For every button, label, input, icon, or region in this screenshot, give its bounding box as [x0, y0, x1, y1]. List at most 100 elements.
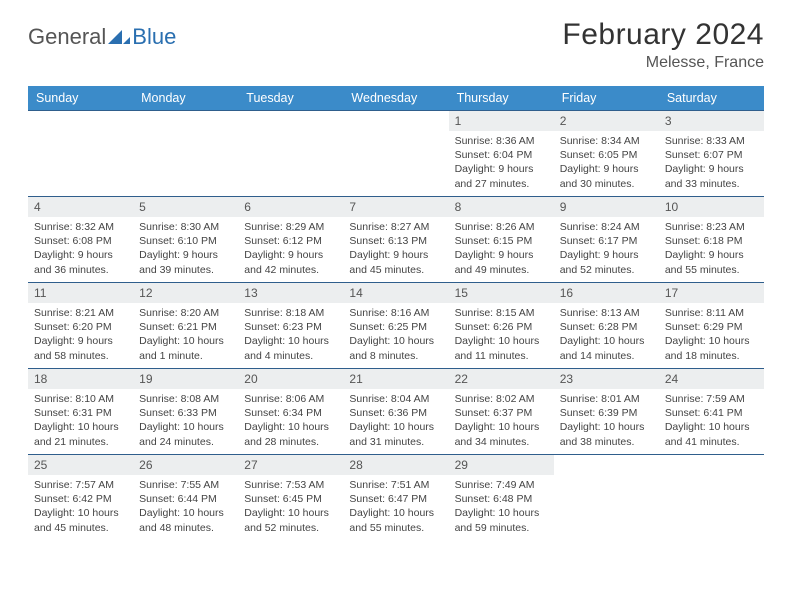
month-title: February 2024 [562, 18, 764, 52]
calendar-day-cell: 4Sunrise: 8:32 AMSunset: 6:08 PMDaylight… [28, 197, 133, 283]
day-details: Sunrise: 7:55 AMSunset: 6:44 PMDaylight:… [133, 475, 238, 539]
calendar-day-cell: 23Sunrise: 8:01 AMSunset: 6:39 PMDayligh… [554, 369, 659, 455]
day-details: Sunrise: 7:53 AMSunset: 6:45 PMDaylight:… [238, 475, 343, 539]
day-details: Sunrise: 8:24 AMSunset: 6:17 PMDaylight:… [554, 217, 659, 281]
day-details: Sunrise: 7:51 AMSunset: 6:47 PMDaylight:… [343, 475, 448, 539]
brand-logo: General Blue [28, 18, 176, 50]
calendar-day-cell: 20Sunrise: 8:06 AMSunset: 6:34 PMDayligh… [238, 369, 343, 455]
day-details: Sunrise: 8:21 AMSunset: 6:20 PMDaylight:… [28, 303, 133, 367]
weekday-header-row: Sunday Monday Tuesday Wednesday Thursday… [28, 86, 764, 111]
day-number: 17 [659, 283, 764, 303]
calendar-day-cell: 21Sunrise: 8:04 AMSunset: 6:36 PMDayligh… [343, 369, 448, 455]
calendar-week-row: 11Sunrise: 8:21 AMSunset: 6:20 PMDayligh… [28, 283, 764, 369]
day-number: 19 [133, 369, 238, 389]
brand-triangle-icon [108, 28, 130, 46]
day-details: Sunrise: 8:15 AMSunset: 6:26 PMDaylight:… [449, 303, 554, 367]
day-number: 10 [659, 197, 764, 217]
day-number: 27 [238, 455, 343, 475]
calendar-day-cell: 7Sunrise: 8:27 AMSunset: 6:13 PMDaylight… [343, 197, 448, 283]
calendar-day-cell: 6Sunrise: 8:29 AMSunset: 6:12 PMDaylight… [238, 197, 343, 283]
calendar-day-cell: 19Sunrise: 8:08 AMSunset: 6:33 PMDayligh… [133, 369, 238, 455]
day-number: 14 [343, 283, 448, 303]
day-number: 6 [238, 197, 343, 217]
location-label: Melesse, France [562, 54, 764, 72]
calendar-day-cell: 3Sunrise: 8:33 AMSunset: 6:07 PMDaylight… [659, 111, 764, 197]
day-details: Sunrise: 8:08 AMSunset: 6:33 PMDaylight:… [133, 389, 238, 453]
title-block: February 2024 Melesse, France [562, 18, 764, 72]
day-number: 4 [28, 197, 133, 217]
weekday-header: Monday [133, 86, 238, 111]
day-details: Sunrise: 7:59 AMSunset: 6:41 PMDaylight:… [659, 389, 764, 453]
day-details: Sunrise: 8:01 AMSunset: 6:39 PMDaylight:… [554, 389, 659, 453]
calendar-day-cell: 28Sunrise: 7:51 AMSunset: 6:47 PMDayligh… [343, 455, 448, 541]
day-details: Sunrise: 8:32 AMSunset: 6:08 PMDaylight:… [28, 217, 133, 281]
calendar-day-cell: 27Sunrise: 7:53 AMSunset: 6:45 PMDayligh… [238, 455, 343, 541]
calendar-table: Sunday Monday Tuesday Wednesday Thursday… [28, 86, 764, 541]
day-details: Sunrise: 8:20 AMSunset: 6:21 PMDaylight:… [133, 303, 238, 367]
brand-word-general: General [28, 24, 106, 50]
calendar-day-cell: 14Sunrise: 8:16 AMSunset: 6:25 PMDayligh… [343, 283, 448, 369]
day-number: 24 [659, 369, 764, 389]
calendar-day-cell: 15Sunrise: 8:15 AMSunset: 6:26 PMDayligh… [449, 283, 554, 369]
day-details: Sunrise: 8:23 AMSunset: 6:18 PMDaylight:… [659, 217, 764, 281]
day-details: Sunrise: 8:06 AMSunset: 6:34 PMDaylight:… [238, 389, 343, 453]
day-details: Sunrise: 8:34 AMSunset: 6:05 PMDaylight:… [554, 131, 659, 195]
calendar-day-cell: 17Sunrise: 8:11 AMSunset: 6:29 PMDayligh… [659, 283, 764, 369]
day-number: 16 [554, 283, 659, 303]
calendar-day-cell: 16Sunrise: 8:13 AMSunset: 6:28 PMDayligh… [554, 283, 659, 369]
day-number: 5 [133, 197, 238, 217]
page-header: General Blue February 2024 Melesse, Fran… [28, 18, 764, 72]
weekday-header: Wednesday [343, 86, 448, 111]
calendar-day-cell: 24Sunrise: 7:59 AMSunset: 6:41 PMDayligh… [659, 369, 764, 455]
calendar-week-row: 4Sunrise: 8:32 AMSunset: 6:08 PMDaylight… [28, 197, 764, 283]
weekday-header: Sunday [28, 86, 133, 111]
weekday-header: Thursday [449, 86, 554, 111]
day-number: 23 [554, 369, 659, 389]
day-number: 18 [28, 369, 133, 389]
calendar-day-cell: . [238, 111, 343, 197]
calendar-week-row: ....1Sunrise: 8:36 AMSunset: 6:04 PMDayl… [28, 111, 764, 197]
day-number: 21 [343, 369, 448, 389]
calendar-day-cell: . [659, 455, 764, 541]
calendar-day-cell: 18Sunrise: 8:10 AMSunset: 6:31 PMDayligh… [28, 369, 133, 455]
calendar-week-row: 25Sunrise: 7:57 AMSunset: 6:42 PMDayligh… [28, 455, 764, 541]
calendar-day-cell: 11Sunrise: 8:21 AMSunset: 6:20 PMDayligh… [28, 283, 133, 369]
calendar-day-cell: 1Sunrise: 8:36 AMSunset: 6:04 PMDaylight… [449, 111, 554, 197]
day-number: 20 [238, 369, 343, 389]
day-number: 29 [449, 455, 554, 475]
calendar-day-cell: 12Sunrise: 8:20 AMSunset: 6:21 PMDayligh… [133, 283, 238, 369]
day-number: 12 [133, 283, 238, 303]
day-number: 2 [554, 111, 659, 131]
day-details: Sunrise: 8:29 AMSunset: 6:12 PMDaylight:… [238, 217, 343, 281]
day-details: Sunrise: 8:30 AMSunset: 6:10 PMDaylight:… [133, 217, 238, 281]
day-number: 15 [449, 283, 554, 303]
weekday-header: Tuesday [238, 86, 343, 111]
calendar-day-cell: . [343, 111, 448, 197]
day-details: Sunrise: 8:16 AMSunset: 6:25 PMDaylight:… [343, 303, 448, 367]
day-number: 25 [28, 455, 133, 475]
calendar-day-cell: . [554, 455, 659, 541]
day-number: 26 [133, 455, 238, 475]
day-details: Sunrise: 8:33 AMSunset: 6:07 PMDaylight:… [659, 131, 764, 195]
calendar-day-cell: 8Sunrise: 8:26 AMSunset: 6:15 PMDaylight… [449, 197, 554, 283]
day-details: Sunrise: 8:02 AMSunset: 6:37 PMDaylight:… [449, 389, 554, 453]
calendar-day-cell: 13Sunrise: 8:18 AMSunset: 6:23 PMDayligh… [238, 283, 343, 369]
day-number: 28 [343, 455, 448, 475]
day-details: Sunrise: 8:36 AMSunset: 6:04 PMDaylight:… [449, 131, 554, 195]
calendar-day-cell: . [28, 111, 133, 197]
day-number: 13 [238, 283, 343, 303]
day-details: Sunrise: 7:57 AMSunset: 6:42 PMDaylight:… [28, 475, 133, 539]
day-details: Sunrise: 8:11 AMSunset: 6:29 PMDaylight:… [659, 303, 764, 367]
calendar-day-cell: 29Sunrise: 7:49 AMSunset: 6:48 PMDayligh… [449, 455, 554, 541]
day-number: 3 [659, 111, 764, 131]
weekday-header: Friday [554, 86, 659, 111]
day-details: Sunrise: 8:27 AMSunset: 6:13 PMDaylight:… [343, 217, 448, 281]
day-number: 8 [449, 197, 554, 217]
weekday-header: Saturday [659, 86, 764, 111]
calendar-day-cell: 26Sunrise: 7:55 AMSunset: 6:44 PMDayligh… [133, 455, 238, 541]
day-number: 11 [28, 283, 133, 303]
day-details: Sunrise: 8:04 AMSunset: 6:36 PMDaylight:… [343, 389, 448, 453]
day-details: Sunrise: 8:10 AMSunset: 6:31 PMDaylight:… [28, 389, 133, 453]
calendar-day-cell: 9Sunrise: 8:24 AMSunset: 6:17 PMDaylight… [554, 197, 659, 283]
day-details: Sunrise: 8:13 AMSunset: 6:28 PMDaylight:… [554, 303, 659, 367]
